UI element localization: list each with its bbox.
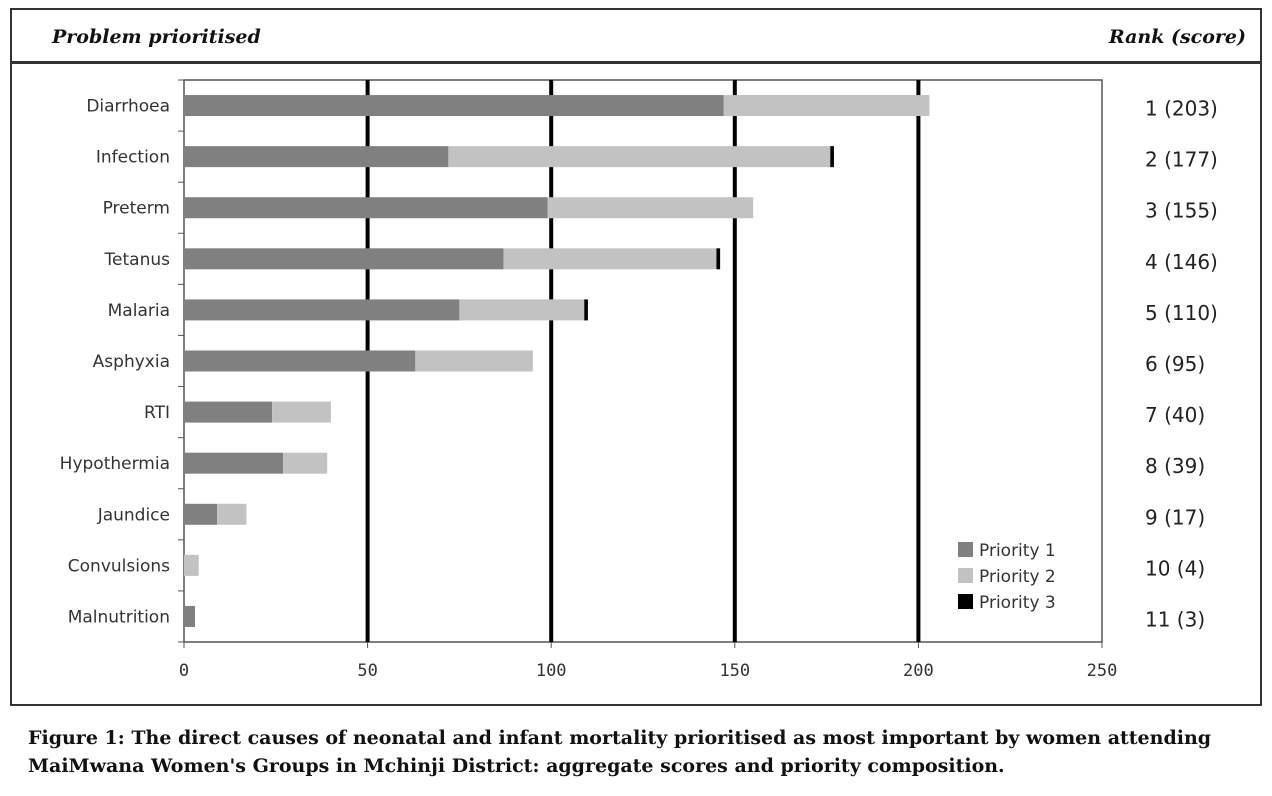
bar-asphyxia-priority-2 [415,350,533,372]
bar-diarrhoea-priority-2 [723,95,930,117]
legend-swatch-priority-3 [958,594,973,609]
x-tick-label: 50 [357,661,377,681]
rank-score-label: 7 (40) [1145,403,1205,427]
legend-label: Priority 2 [979,567,1056,587]
figure-frame: Problem prioritised Rank (score) [10,8,1262,706]
bar-rti-priority-1 [184,401,273,423]
category-label: Asphyxia [93,352,170,372]
bar-tetanus-priority-3 [716,248,721,270]
category-label: RTI [144,403,170,423]
legend-label: Priority 3 [979,593,1056,613]
rank-score-label: 1 (203) [1145,97,1218,121]
bar-rti-priority-2 [272,401,331,423]
bar-malaria-priority-2 [459,299,585,321]
category-label: Diarrhoea [86,97,170,117]
category-label: Malaria [108,301,170,321]
bar-infection-priority-2 [448,146,831,168]
rank-score-label: 2 (177) [1145,148,1218,172]
bar-diarrhoea-priority-1 [184,95,724,117]
category-label: Tetanus [104,250,171,270]
stacked-bar-chart: Diarrhoea 1 (203) Infection 2 (177) Preterm 3… [60,79,1218,681]
bar-jaundice-priority-1 [184,503,218,525]
figure-caption: Figure 1: The direct causes of neonatal … [28,724,1248,780]
rank-column-header: Rank (score) [1108,26,1246,48]
rank-score-label: 3 (155) [1145,199,1218,223]
bar-infection-priority-1 [184,146,449,168]
rank-score-label: 6 (95) [1145,352,1205,376]
bar-tetanus-priority-2 [503,248,717,270]
caption-line-2: MaiMwana Women's Groups in Mchinji Distr… [28,755,1005,777]
bar-jaundice-priority-2 [217,503,247,525]
bar-tetanus-priority-1 [184,248,504,270]
rank-score-label: 5 (110) [1145,301,1218,325]
category-label: Infection [96,148,170,168]
bar-malaria-priority-3 [584,299,588,321]
bar-convulsions-priority-2 [184,554,199,576]
rank-score-label: 9 (17) [1145,505,1205,529]
category-label: Hypothermia [60,454,170,474]
problem-column-header: Problem prioritised [52,26,261,48]
caption-line-1: Figure 1: The direct causes of neonatal … [28,727,1212,749]
x-tick-label: 100 [536,661,567,681]
legend-swatch-priority-2 [958,568,973,583]
rank-score-label: 8 (39) [1145,454,1205,478]
table-header: Problem prioritised Rank (score) [12,10,1260,64]
bar-preterm-priority-2 [547,197,754,219]
bar-hypothermia-priority-2 [283,452,328,474]
category-label: Jaundice [97,505,170,525]
x-tick-label: 0 [179,661,189,681]
category-label: Malnutrition [68,607,170,627]
legend-swatch-priority-1 [958,542,973,557]
category-label: Preterm [103,199,170,219]
bar-asphyxia-priority-1 [184,350,416,372]
bar-hypothermia-priority-1 [184,452,284,474]
bar-preterm-priority-1 [184,197,548,219]
rank-score-label: 10 (4) [1145,556,1205,580]
legend-label: Priority 1 [979,541,1056,561]
rank-score-label: 4 (146) [1145,250,1218,274]
rank-score-label: 11 (3) [1145,607,1205,631]
bar-malnutrition-priority-1 [184,605,196,627]
bar-infection-priority-3 [830,146,834,168]
x-tick-label: 200 [903,661,934,681]
x-tick-label: 250 [1087,661,1118,681]
x-tick-label: 150 [719,661,750,681]
category-label: Convulsions [68,556,170,576]
bar-malaria-priority-1 [184,299,460,321]
